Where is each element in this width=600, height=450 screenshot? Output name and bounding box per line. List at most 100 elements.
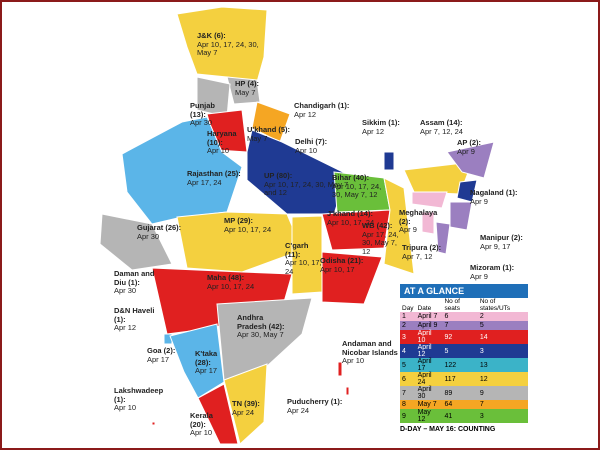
state-title: K'taka (28): bbox=[195, 349, 218, 367]
state-label: Meghalaya (2): Apr 9 bbox=[399, 208, 444, 235]
state-title: Maha (48): bbox=[207, 273, 245, 282]
state-title: J'khand (14): bbox=[327, 209, 373, 218]
state-title: Puducherry (1): bbox=[287, 397, 343, 406]
table-row: 7 April 30 89 9 bbox=[400, 386, 528, 400]
state-label: Mizoram (1): Apr 9 bbox=[470, 263, 520, 281]
table-cell: 2 bbox=[402, 322, 406, 329]
table-cell: 5 bbox=[402, 361, 406, 369]
table-cell: 3 bbox=[479, 347, 484, 355]
state-dates: Apr 30 bbox=[137, 231, 160, 241]
state-dates: Apr 10, 17, 24 bbox=[327, 217, 375, 227]
state-label: HP (4): May 7 bbox=[235, 79, 275, 97]
table-title: AT A GLANCE bbox=[400, 284, 528, 298]
state-label: Bihar (40): Apr 10, 17, 24, 30, May 7, 12 bbox=[332, 173, 387, 200]
state-dates: Apr 9 bbox=[457, 146, 475, 156]
state-label: Andaman and Nicobar Islands (1): Apr 10 bbox=[342, 339, 412, 366]
table-cell: April 30 bbox=[417, 386, 432, 400]
table-cell: 5 bbox=[444, 347, 449, 355]
state-dates: Apr 9, 17 bbox=[480, 241, 511, 251]
column-header: Day bbox=[402, 305, 414, 312]
state-dates: Apr 9 bbox=[470, 196, 488, 206]
state-title: Andaman and Nicobar Islands (1): bbox=[342, 339, 412, 357]
table-cell: April 24 bbox=[417, 372, 432, 386]
wb bbox=[383, 177, 415, 275]
state-dates: Apr 10, 17 bbox=[320, 264, 355, 274]
table-cell: 122 bbox=[444, 361, 457, 369]
table-cell: April 7 bbox=[417, 313, 438, 320]
nicobar bbox=[345, 386, 350, 396]
state-dates: May 7 bbox=[235, 87, 256, 97]
state-dates: Apr 10 bbox=[295, 145, 318, 155]
table-cell: 1 bbox=[402, 313, 406, 320]
table-row: 3 April 10 92 14 bbox=[400, 330, 528, 344]
state-label: Sikkim (1): Apr 12 bbox=[362, 118, 412, 136]
state-dates: Apr 9 bbox=[470, 271, 488, 281]
state-title: TN (39): bbox=[232, 399, 260, 408]
state-dates: Apr 12 bbox=[114, 323, 137, 332]
karnataka bbox=[169, 323, 225, 399]
table-cell: April 12 bbox=[417, 344, 432, 358]
state-title: Delhi (7): bbox=[295, 137, 328, 146]
state-title: Manipur (2): bbox=[480, 233, 523, 242]
sikkim bbox=[383, 151, 395, 171]
state-dates: Apr 30, May 7 bbox=[237, 330, 284, 339]
table-cell: 2 bbox=[479, 313, 484, 320]
state-label: J&K (6): Apr 10, 17, 24, 30, May 7 bbox=[197, 31, 259, 58]
state-label: Lakshwadeep (1): Apr 10 bbox=[114, 386, 174, 413]
table-cell: May 12 bbox=[417, 409, 431, 423]
state-label: K'taka (28): Apr 17 bbox=[195, 349, 230, 376]
at-a-glance: AT A GLANCE Day Date No of seats No of stat… bbox=[400, 284, 528, 433]
state-title: J&K (6): bbox=[197, 31, 226, 40]
state-title: Goa (2): bbox=[147, 346, 176, 355]
state-label: Maha (48): Apr 10, 17, 24 bbox=[207, 273, 262, 291]
state-title: Tripura (2): bbox=[402, 243, 442, 252]
state-title: UP (80): bbox=[264, 171, 293, 180]
table-cell: 8 bbox=[402, 401, 406, 408]
state-label: Daman and Diu (1): Apr 30 bbox=[114, 269, 159, 296]
state-dates: Apr 9 bbox=[399, 225, 417, 234]
state-title: HP (4): bbox=[235, 79, 260, 88]
table-cell: 14 bbox=[479, 333, 488, 341]
state-title: Daman and Diu (1): bbox=[114, 269, 155, 287]
hp bbox=[226, 76, 261, 105]
table: Day Date No of seats No of states/UTs 1 April… bbox=[400, 298, 528, 423]
tn bbox=[223, 363, 268, 445]
table-row: 2 April 9 7 5 bbox=[400, 321, 528, 330]
rajasthan bbox=[121, 116, 243, 225]
state-title: Odisha (21): bbox=[320, 256, 364, 265]
state-dates: Apr 10, 17, 24 bbox=[285, 258, 322, 276]
state-title: Gujarat (26): bbox=[137, 223, 182, 232]
state-dates: Apr 10, 17, 24 bbox=[207, 281, 255, 291]
state-title: Assam (14): bbox=[420, 118, 463, 127]
state-title: Chandigarh (1): bbox=[294, 101, 350, 110]
state-label: Puducherry (1): Apr 24 bbox=[287, 397, 347, 415]
state-label: Manipur (2): Apr 9, 17 bbox=[480, 233, 535, 251]
state-label: TN (39): Apr 24 bbox=[232, 399, 272, 417]
table-cell: 92 bbox=[444, 333, 453, 341]
state-title: Bihar (40): bbox=[332, 173, 370, 182]
kerala bbox=[197, 383, 239, 445]
state-label: Goa (2): Apr 17 bbox=[147, 346, 187, 364]
state-title: MP (29): bbox=[224, 216, 254, 225]
table-cell: April 9 bbox=[417, 322, 438, 329]
table-cell: 64 bbox=[444, 401, 453, 408]
column-header: No of seats bbox=[444, 298, 460, 312]
table-cell: 9 bbox=[479, 389, 484, 397]
manipur bbox=[449, 201, 473, 231]
state-label: D&N Haveli (1): Apr 12 bbox=[114, 306, 159, 333]
state-dates: Apr 12 bbox=[294, 109, 317, 119]
state-dates: Apr 10 bbox=[207, 146, 230, 155]
state-dates: Apr 7, 12 bbox=[402, 251, 433, 261]
table-cell: 6 bbox=[444, 313, 449, 320]
state-dates: Apr 30 bbox=[190, 118, 213, 127]
state-dates: Apr 10 bbox=[342, 356, 365, 365]
odisha bbox=[321, 251, 383, 305]
table-row: 9 May 12 41 3 bbox=[400, 409, 528, 423]
table-row: 5 April 17 122 13 bbox=[400, 358, 528, 372]
table-cell: April 10 bbox=[417, 330, 432, 344]
state-dates: Apr 17, 24 bbox=[187, 177, 222, 187]
table-cell: 7 bbox=[444, 322, 449, 329]
state-label: Delhi (7): Apr 10 bbox=[295, 137, 375, 155]
andaman bbox=[337, 361, 343, 377]
